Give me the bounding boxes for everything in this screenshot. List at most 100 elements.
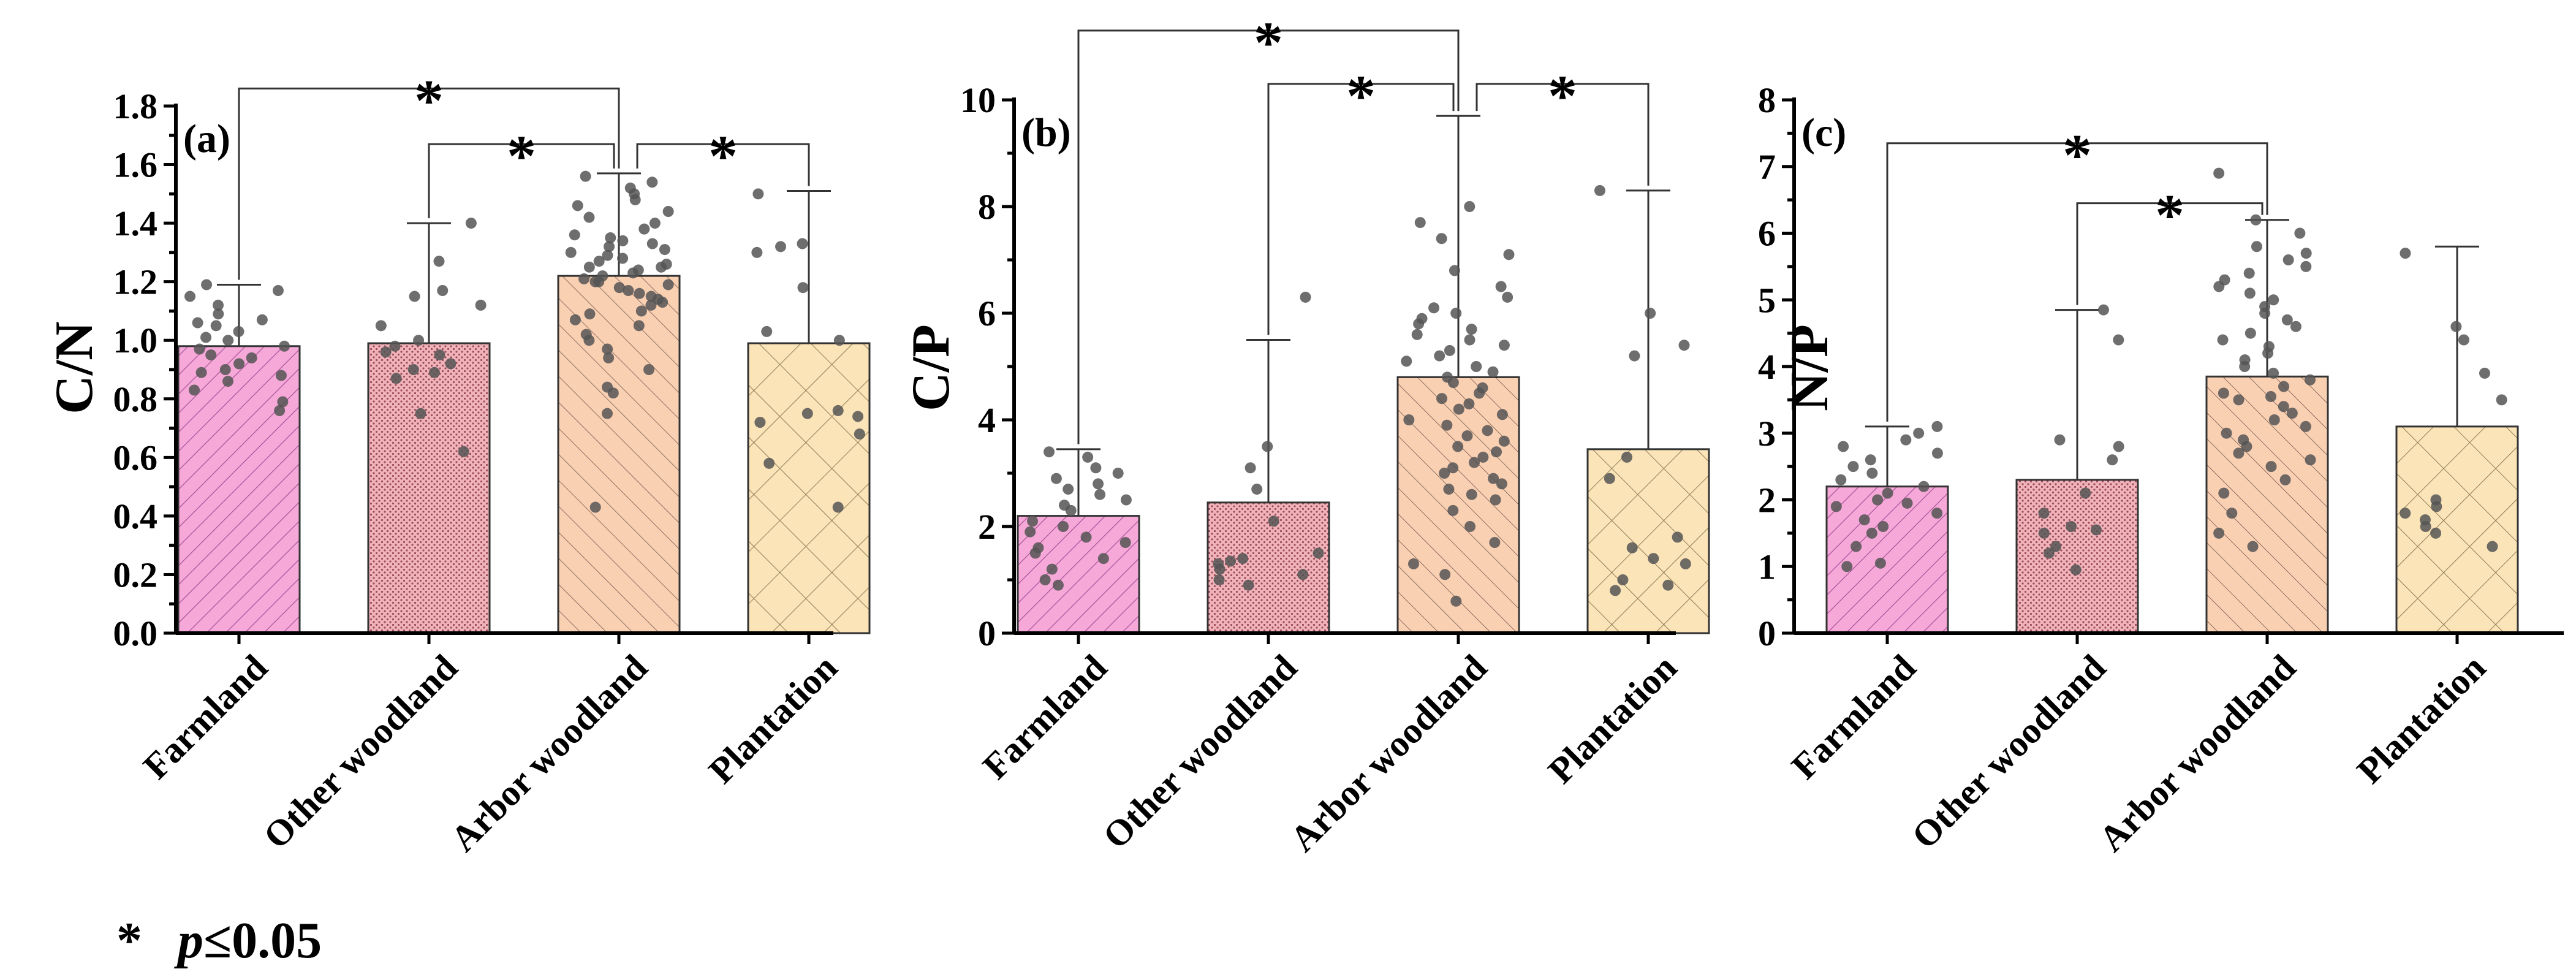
data-point bbox=[1082, 451, 1094, 463]
bar-other-woodland bbox=[2015, 479, 2139, 634]
data-point bbox=[272, 285, 284, 296]
y-tick-label: 1.4 bbox=[113, 203, 158, 243]
bar-other-woodland bbox=[1207, 501, 1330, 634]
y-tick-label: 1.6 bbox=[113, 145, 158, 185]
data-point bbox=[602, 381, 613, 393]
data-point bbox=[1120, 494, 1132, 506]
legend-star: * bbox=[116, 912, 142, 969]
y-tick-label: 6 bbox=[978, 294, 996, 333]
data-point bbox=[415, 408, 426, 419]
data-point bbox=[1838, 441, 1849, 452]
category-label-arbor-woodland: Arbor woodland bbox=[2091, 647, 2303, 859]
data-point bbox=[233, 358, 245, 370]
significance-bracket bbox=[1267, 83, 1455, 335]
data-point bbox=[761, 325, 773, 337]
data-point bbox=[1411, 329, 1423, 340]
data-point bbox=[602, 343, 613, 355]
y-tick-label: 2 bbox=[978, 507, 996, 547]
category-label-farmland: Farmland bbox=[1784, 647, 1923, 787]
data-point bbox=[1080, 531, 1092, 543]
data-point bbox=[2279, 474, 2291, 485]
data-point bbox=[1874, 557, 1886, 569]
data-point bbox=[603, 352, 615, 363]
data-point bbox=[279, 340, 290, 352]
data-point bbox=[613, 282, 625, 294]
data-point bbox=[2430, 527, 2442, 539]
data-point bbox=[2259, 301, 2271, 313]
data-point bbox=[2217, 334, 2229, 346]
y-tick-label: 1.8 bbox=[113, 86, 158, 126]
data-point bbox=[2263, 341, 2275, 352]
data-point bbox=[1401, 355, 1412, 367]
data-point bbox=[233, 325, 244, 337]
data-point bbox=[2213, 527, 2225, 539]
data-point bbox=[583, 261, 595, 273]
data-point bbox=[580, 329, 592, 340]
data-point bbox=[1464, 521, 1476, 532]
y-tick-label: 8 bbox=[1758, 80, 1776, 120]
significance-star: * bbox=[1254, 10, 1283, 75]
data-point bbox=[632, 264, 644, 276]
data-point bbox=[2233, 447, 2245, 459]
y-tick-label: 0.2 bbox=[113, 555, 158, 595]
data-point bbox=[1464, 334, 1476, 346]
data-point bbox=[389, 340, 401, 352]
data-point bbox=[1441, 371, 1453, 383]
data-point bbox=[1678, 340, 1690, 351]
y-tick-label: 4 bbox=[978, 400, 996, 440]
data-point bbox=[2113, 334, 2124, 346]
data-point bbox=[1112, 468, 1124, 479]
data-point bbox=[1496, 409, 1508, 420]
significance-bracket bbox=[1077, 29, 1460, 444]
data-point bbox=[1877, 521, 1889, 532]
data-point bbox=[2430, 494, 2442, 506]
data-point bbox=[1407, 558, 1419, 569]
data-point bbox=[1918, 481, 1930, 492]
data-point bbox=[2244, 287, 2256, 299]
data-point bbox=[2080, 487, 2091, 499]
bar-farmland bbox=[1017, 515, 1140, 634]
data-point bbox=[1025, 526, 1036, 538]
data-point bbox=[1490, 494, 1501, 506]
data-point bbox=[584, 308, 596, 320]
data-point bbox=[635, 305, 647, 317]
category-label-arbor-woodland: Arbor woodland bbox=[1282, 647, 1494, 859]
y-axis-title: N/P bbox=[1780, 324, 1839, 411]
data-point bbox=[2238, 434, 2249, 446]
data-point bbox=[2304, 374, 2316, 386]
data-point bbox=[1901, 497, 1913, 509]
data-point bbox=[1313, 547, 1324, 559]
data-point bbox=[1452, 441, 1464, 452]
category-label-farmland: Farmland bbox=[135, 647, 275, 787]
data-point bbox=[213, 299, 224, 311]
data-point bbox=[2226, 508, 2238, 519]
data-point bbox=[2300, 260, 2312, 272]
data-point bbox=[434, 349, 445, 361]
data-point bbox=[2290, 321, 2301, 332]
data-point bbox=[1468, 457, 1480, 468]
category-label-plantation: Plantation bbox=[1540, 647, 1684, 791]
data-point bbox=[565, 246, 577, 258]
data-point bbox=[256, 314, 268, 325]
data-point bbox=[1503, 249, 1515, 260]
data-point bbox=[219, 364, 231, 375]
data-point bbox=[1044, 446, 1055, 458]
data-point bbox=[1498, 340, 1510, 351]
data-point bbox=[1063, 484, 1074, 495]
y-tick-label: 0.6 bbox=[113, 438, 158, 477]
data-point bbox=[2400, 248, 2411, 259]
data-point bbox=[1097, 553, 1109, 565]
category-label-other-woodland: Other woodland bbox=[1095, 647, 1305, 857]
data-point bbox=[646, 177, 658, 188]
data-point bbox=[1648, 553, 1659, 565]
data-point bbox=[246, 352, 257, 363]
data-point bbox=[1487, 366, 1499, 378]
bar-arbor-woodland bbox=[557, 275, 681, 634]
data-point bbox=[1039, 574, 1051, 585]
data-point bbox=[2479, 367, 2490, 379]
data-point bbox=[390, 373, 402, 384]
data-point bbox=[2300, 248, 2312, 259]
data-point bbox=[1491, 446, 1502, 458]
data-point bbox=[797, 282, 809, 294]
